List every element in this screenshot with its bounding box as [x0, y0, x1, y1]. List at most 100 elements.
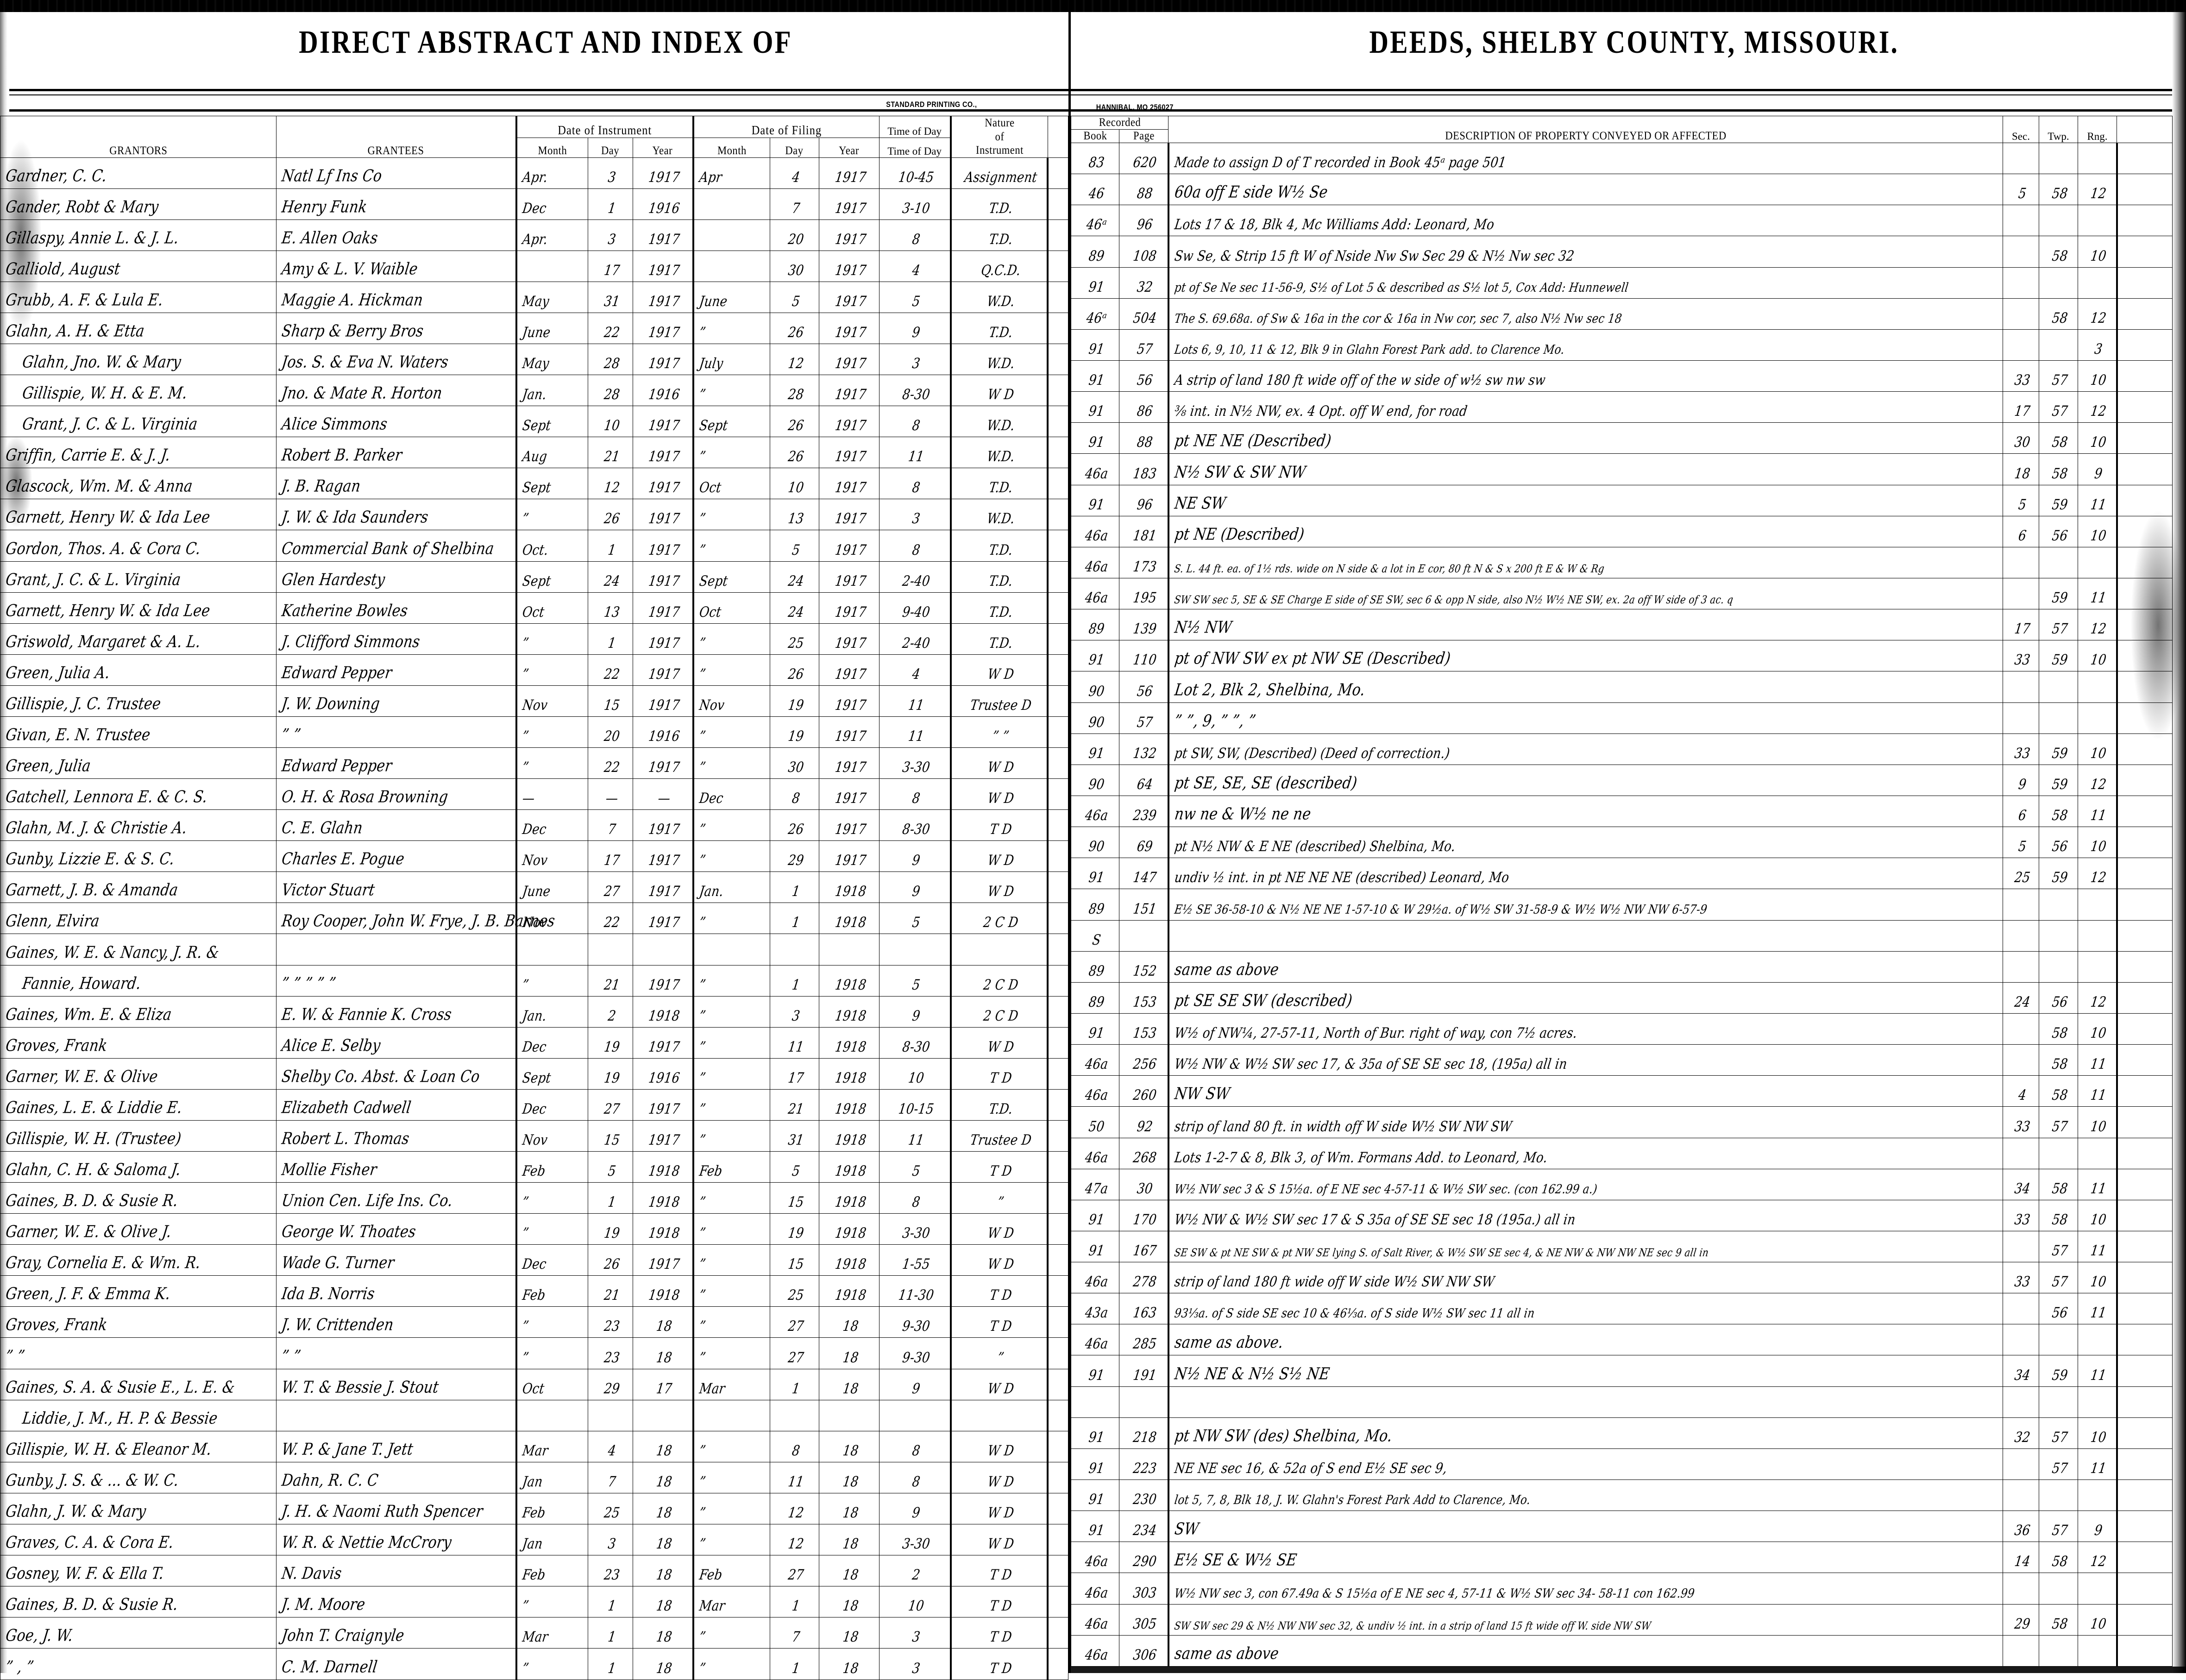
cell-filing-month-text: ” — [698, 1287, 707, 1304]
cell-book: 91 — [1071, 1511, 1119, 1542]
cell-instrument-year: 1917 — [632, 406, 694, 438]
cell-instrument-year-text: 1917 — [647, 635, 681, 652]
cell-rng-text: 10 — [2089, 1273, 2108, 1291]
cell-filing-day: 27 — [769, 1306, 819, 1338]
cell-time-of-day: 9-40 — [879, 592, 951, 624]
cell-grantees: Glen Hardesty — [276, 561, 517, 593]
cell-nature-of-instrument: T D — [949, 1151, 1048, 1183]
cell-filing-month: Mar — [692, 1586, 770, 1618]
cell-grantees: J. M. Moore — [276, 1586, 517, 1618]
cell-filing-day: 1 — [769, 965, 819, 997]
cell-nature-of-instrument: Trustee D — [949, 685, 1048, 717]
cell-filing-year: 1917 — [818, 561, 879, 593]
cell-page-text: 285 — [1132, 1336, 1158, 1353]
cell-sec: 6 — [2003, 515, 2039, 547]
cell-filing-year: 1917 — [818, 685, 879, 717]
cell-filing-month: ” — [692, 312, 770, 344]
cell-time-of-day-text: 10-15 — [897, 1101, 935, 1118]
cell-description: W½ NW & W½ SW sec 17, & 35a of SE SE sec… — [1167, 1044, 2003, 1076]
cell-nature-of-instrument-text: W D — [986, 1473, 1015, 1490]
cell-description — [1167, 1386, 2003, 1418]
cell-rng-text: 10 — [2089, 1616, 2108, 1632]
cell-instrument-day-text: 31 — [603, 293, 621, 310]
cell-rng-text: 10 — [2089, 434, 2108, 451]
cell-instrument-day: 20 — [587, 716, 633, 748]
cell-instrument-year-text: 1918 — [647, 1287, 681, 1304]
cell-filing-month: Feb — [692, 1151, 770, 1183]
cell-twp-text — [2039, 1662, 2078, 1666]
cell-filing-month: ” — [692, 1430, 770, 1462]
cell-time-of-day-text: 2 — [911, 1567, 921, 1584]
cell-twp-text: 57 — [2051, 1429, 2069, 1446]
cell-right-margin — [2116, 1417, 2173, 1449]
cell-filing-year-text: 1917 — [834, 821, 867, 838]
cell-nature-of-instrument: T.D. — [949, 561, 1048, 593]
cell-description-text: same as above. — [1173, 1333, 1284, 1353]
cell-instrument-month-text: Nov — [521, 697, 549, 714]
cell-sec — [2003, 1137, 2039, 1169]
cell-right-margin — [2116, 1137, 2173, 1169]
cell-page-text: 64 — [1136, 776, 1154, 793]
col-header-date-of-filing: Date of Filing — [701, 116, 870, 138]
cell-filing-year: 1918 — [818, 903, 879, 934]
cell-filing-month — [692, 188, 770, 220]
cell-nature-of-instrument: W D — [949, 654, 1048, 686]
table-row: 46a 183 N½ SW & SW NW 18 58 9 — [1071, 453, 2173, 485]
cell-nature-of-instrument-text: ” ” — [991, 728, 1010, 745]
cell-grantees-text: J. Clifford Simmons — [280, 632, 421, 652]
cell-rng-text — [2078, 916, 2117, 920]
cell-grantees-text: Natl Lf Ins Co — [280, 166, 383, 186]
cell-left-margin-text — [1049, 588, 1068, 592]
cell-right-margin-text — [2118, 357, 2173, 360]
cell-grantors-text: Galliold, August — [4, 259, 122, 279]
cell-time-of-day-text: 3 — [911, 1660, 921, 1677]
cell-book: 46a — [1071, 1573, 1119, 1605]
cell-sec-text: 6 — [2017, 807, 2028, 824]
cell-page: 132 — [1119, 733, 1168, 765]
cell-rng: 11 — [2078, 1293, 2117, 1325]
cell-filing-month: ” — [692, 1058, 770, 1090]
cell-twp: 57 — [2039, 1230, 2078, 1263]
cell-description: NE SW — [1167, 484, 2003, 516]
cell-instrument-day: 1 — [587, 188, 633, 220]
cell-instrument-month-text: ” — [521, 635, 530, 652]
cell-grantors: Griffin, Carrie E. & J. J. — [0, 437, 276, 469]
table-row: 89 153 pt SE SE SW (described) 24 56 12 — [1071, 982, 2173, 1014]
cell-filing-year-text: 1917 — [834, 262, 867, 279]
cell-rng-text — [2078, 947, 2117, 951]
cell-filing-month-text — [694, 215, 770, 219]
cell-instrument-month: Mar — [515, 1617, 588, 1649]
cell-page: 195 — [1119, 577, 1168, 610]
cell-book: 46a — [1071, 546, 1119, 578]
cell-nature-of-instrument: W D — [949, 375, 1048, 407]
cell-instrument-day-text: 23 — [603, 1318, 621, 1335]
cell-time-of-day: 8 — [879, 530, 951, 562]
cell-filing-year: 1918 — [818, 1182, 879, 1214]
cell-filing-year: 1917 — [818, 623, 879, 655]
cell-filing-day-text: 1 — [791, 884, 801, 900]
cell-filing-month-text: ” — [698, 635, 707, 652]
cell-rng-text: 12 — [2089, 870, 2108, 886]
cell-book: 90 — [1071, 827, 1119, 859]
cell-filing-year: 1917 — [818, 468, 879, 500]
cell-grantors: Grant, J. C. & L. Virginia — [0, 406, 276, 438]
table-row: 91 132 pt SW, SW, (Described) (Deed of cor… — [1071, 733, 2173, 765]
table-row: Graves, C. A. & Cora E. W. R. & Nettie Mc… — [0, 1523, 1069, 1556]
cell-filing-day: 12 — [769, 1492, 819, 1524]
cell-grantees: Natl Lf Ins Co — [276, 157, 517, 189]
cell-instrument-year: 18 — [632, 1648, 694, 1680]
cell-page: 153 — [1119, 982, 1168, 1014]
table-row: Gunby, Lizzie E. & S. C. Charles E. Pogue… — [0, 840, 1069, 872]
table-row: 91 32 pt of Se Ne sec 11-56-9, S½ of Lot 5… — [1071, 267, 2173, 299]
cell-time-of-day: 1-55 — [879, 1244, 951, 1276]
cell-time-of-day-text: 8 — [911, 1194, 921, 1211]
cell-description: 60a off E side W½ Se — [1167, 174, 2003, 206]
cell-left-margin — [1047, 499, 1069, 531]
cell-instrument-day: 17 — [587, 840, 633, 872]
cell-time-of-day-text: 2-40 — [901, 573, 931, 589]
cell-filing-day: 26 — [769, 437, 819, 469]
cell-description: W½ NW & W½ SW sec 17 & S 35a of SE SE se… — [1167, 1199, 2003, 1231]
cell-page: 504 — [1119, 298, 1168, 330]
cell-book-text: 91 — [1087, 1491, 1106, 1508]
cell-twp: 59 — [2039, 858, 2078, 890]
